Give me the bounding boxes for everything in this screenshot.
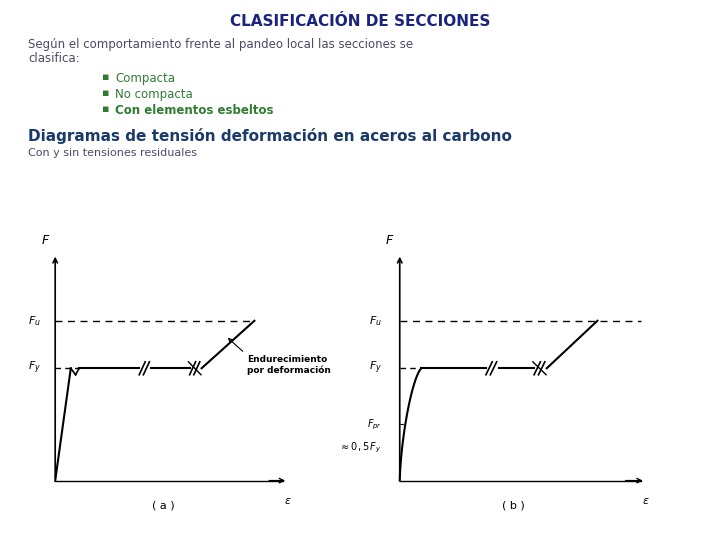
Text: $F_u$: $F_u$ bbox=[28, 314, 41, 328]
Text: ( b ): ( b ) bbox=[503, 500, 525, 510]
Text: Según el comportamiento frente al pandeo local las secciones se: Según el comportamiento frente al pandeo… bbox=[28, 38, 413, 51]
Text: $F$: $F$ bbox=[41, 234, 50, 247]
Text: Con elementos esbeltos: Con elementos esbeltos bbox=[115, 104, 274, 117]
Text: $F_y$: $F_y$ bbox=[28, 360, 41, 376]
Text: ▪: ▪ bbox=[102, 104, 109, 114]
Text: $F$: $F$ bbox=[385, 234, 395, 247]
Text: Con y sin tensiones residuales: Con y sin tensiones residuales bbox=[28, 148, 197, 158]
Text: ▪: ▪ bbox=[102, 88, 109, 98]
Text: No compacta: No compacta bbox=[115, 88, 193, 101]
Text: CLASIFICACIÓN DE SECCIONES: CLASIFICACIÓN DE SECCIONES bbox=[230, 14, 490, 29]
Text: Diagramas de tensión deformación en aceros al carbono: Diagramas de tensión deformación en acer… bbox=[28, 128, 512, 144]
Text: ( a ): ( a ) bbox=[152, 500, 174, 510]
Text: ▪: ▪ bbox=[102, 72, 109, 82]
Text: $\approx 0,5\,F_y$: $\approx 0,5\,F_y$ bbox=[339, 441, 382, 455]
Text: Compacta: Compacta bbox=[115, 72, 175, 85]
Text: Endurecimiento
por deformación: Endurecimiento por deformación bbox=[247, 355, 331, 375]
Text: clasifica:: clasifica: bbox=[28, 52, 80, 65]
Text: $\epsilon$: $\epsilon$ bbox=[642, 496, 649, 506]
Text: $F_{pr}$: $F_{pr}$ bbox=[367, 417, 382, 431]
Text: $F_u$: $F_u$ bbox=[369, 314, 382, 328]
Text: $F_y$: $F_y$ bbox=[369, 360, 382, 376]
Text: $\epsilon$: $\epsilon$ bbox=[284, 496, 292, 506]
